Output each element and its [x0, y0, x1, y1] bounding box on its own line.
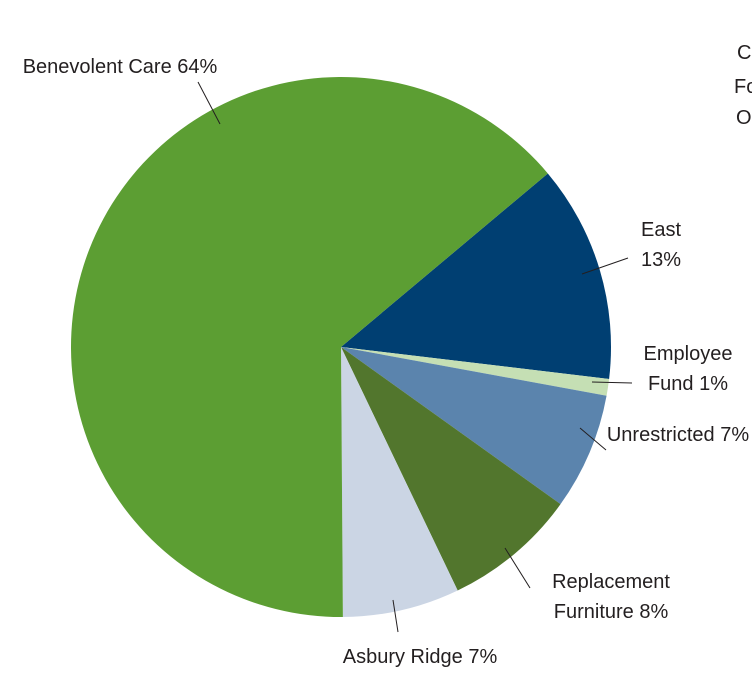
category-name: Unrestricted: [606, 424, 715, 446]
category-name: Employee Fund: [643, 343, 733, 395]
slice-label: East 13%: [626, 215, 696, 275]
value-label: 7%: [720, 424, 750, 446]
slice-label: Unrestricted 7%: [603, 420, 752, 450]
category-name: East: [640, 219, 682, 241]
annotation-text: O: [736, 107, 752, 129]
leader-line: [591, 381, 633, 384]
pie-slice: [341, 173, 612, 379]
leader-line: [197, 81, 221, 125]
pie-slice: [70, 76, 548, 617]
leader-line: [504, 547, 531, 589]
value-label: 8%: [639, 601, 669, 623]
annotation-text: C: [737, 42, 752, 64]
category-name: Replacement Furniture: [552, 571, 670, 623]
value-label: 7%: [468, 646, 498, 668]
value-label: 64%: [177, 56, 218, 78]
slice-label: Asbury Ridge 7%: [340, 642, 500, 672]
slice-label: Replacement Furniture 8%: [531, 567, 691, 627]
value-label: 13%: [640, 249, 682, 271]
slice-label: Benevolent Care 64%: [20, 52, 220, 82]
leader-line: [581, 257, 629, 275]
pie-slice: [341, 347, 607, 505]
value-label: 1%: [699, 373, 729, 395]
leader-line: [579, 427, 607, 451]
annotation-text: Fo: [734, 76, 752, 98]
pie-slice: [341, 347, 458, 617]
leader-line: [392, 599, 399, 633]
pie-slice: [341, 347, 561, 591]
annotation: C: [737, 38, 751, 68]
category-name: Asbury Ridge: [342, 646, 463, 668]
slice-label: Employee Fund 1%: [628, 339, 748, 399]
annotation: Fo: [734, 72, 752, 102]
annotation: O: [736, 103, 752, 133]
category-name: Benevolent Care: [22, 56, 172, 78]
pie-slice: [341, 347, 610, 396]
